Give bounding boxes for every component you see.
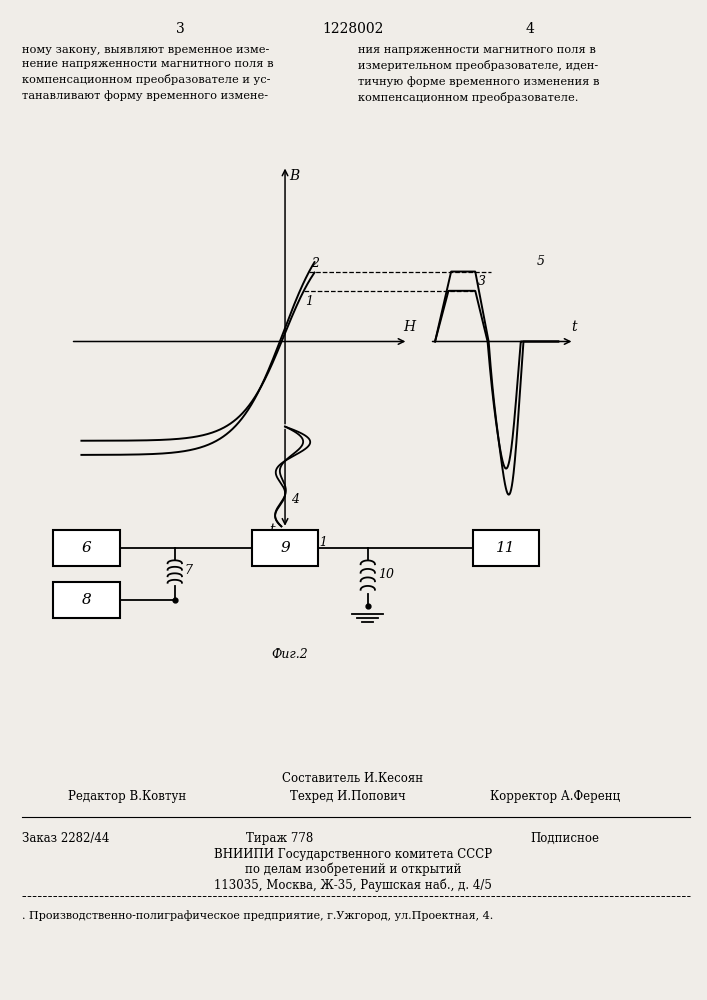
Text: t: t [572, 320, 578, 334]
Text: Тираж 778: Тираж 778 [246, 832, 314, 845]
Text: 113035, Москва, Ж-35, Раушская наб., д. 4/5: 113035, Москва, Ж-35, Раушская наб., д. … [214, 878, 492, 892]
Text: Составитель И.Кесоян: Составитель И.Кесоян [282, 772, 423, 785]
Text: Редактор В.Ковтун: Редактор В.Ковтун [68, 790, 186, 803]
Text: 8: 8 [82, 593, 91, 607]
Text: 5: 5 [537, 255, 545, 268]
Bar [472, 530, 539, 566]
Text: Заказ 2282/44: Заказ 2282/44 [22, 832, 110, 845]
Bar [252, 530, 318, 566]
Text: 1228002: 1228002 [322, 22, 384, 36]
Text: ВНИИПИ Государственного комитета СССР: ВНИИПИ Государственного комитета СССР [214, 848, 492, 861]
Text: H: H [403, 320, 415, 334]
Text: ния напряженности магнитного поля в
измерительном преобразователе, иден-
тичную : ния напряженности магнитного поля в изме… [358, 45, 600, 103]
Bar [54, 530, 119, 566]
Text: 4: 4 [525, 22, 534, 36]
Text: по делам изобретений и открытий: по делам изобретений и открытий [245, 863, 461, 876]
Text: . Производственно-полиграфическое предприятие, г.Ужгород, ул.Проектная, 4.: . Производственно-полиграфическое предпр… [22, 910, 493, 921]
Text: Корректор А.Ференц: Корректор А.Ференц [490, 790, 620, 803]
Text: ному закону, выявляют временное изме-
нение напряженности магнитного поля в
комп: ному закону, выявляют временное изме- не… [22, 45, 274, 101]
Text: Фиг.1: Фиг.1 [291, 536, 328, 549]
Text: 10: 10 [378, 568, 394, 581]
Text: 7: 7 [185, 564, 193, 577]
Text: 11: 11 [496, 541, 515, 555]
Text: 1: 1 [305, 295, 313, 308]
Text: Техред И.Попович: Техред И.Попович [290, 790, 406, 803]
Text: t: t [269, 523, 274, 537]
Text: B: B [289, 169, 300, 183]
Text: 2: 2 [311, 257, 319, 270]
Text: Фиг.2: Фиг.2 [271, 648, 308, 661]
Text: 6: 6 [82, 541, 91, 555]
Text: 3: 3 [175, 22, 185, 36]
Text: Подписное: Подписное [530, 832, 599, 845]
Text: 3: 3 [478, 275, 486, 288]
Text: 4: 4 [291, 493, 300, 506]
Text: 9: 9 [280, 541, 290, 555]
Bar [54, 582, 119, 618]
